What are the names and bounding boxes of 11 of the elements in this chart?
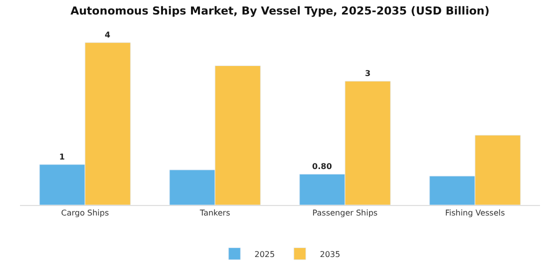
data-label: 3: [364, 69, 371, 78]
x-tick-label: Tankers: [198, 208, 230, 218]
x-tick-label: Fishing Vessels: [445, 208, 505, 218]
x-tick-label: Passenger Ships: [312, 208, 378, 218]
data-label: 1: [59, 152, 66, 162]
data-label: 0.80: [312, 162, 332, 172]
chart-title: Autonomous Ships Market, By Vessel Type, 2025-2035 (USD Billion): [70, 4, 490, 18]
data-label: 4: [104, 30, 111, 40]
legend-label: 2025: [254, 250, 275, 259]
legend-label: 2035: [320, 250, 340, 259]
x-tick-label: Cargo Ships: [61, 208, 109, 218]
